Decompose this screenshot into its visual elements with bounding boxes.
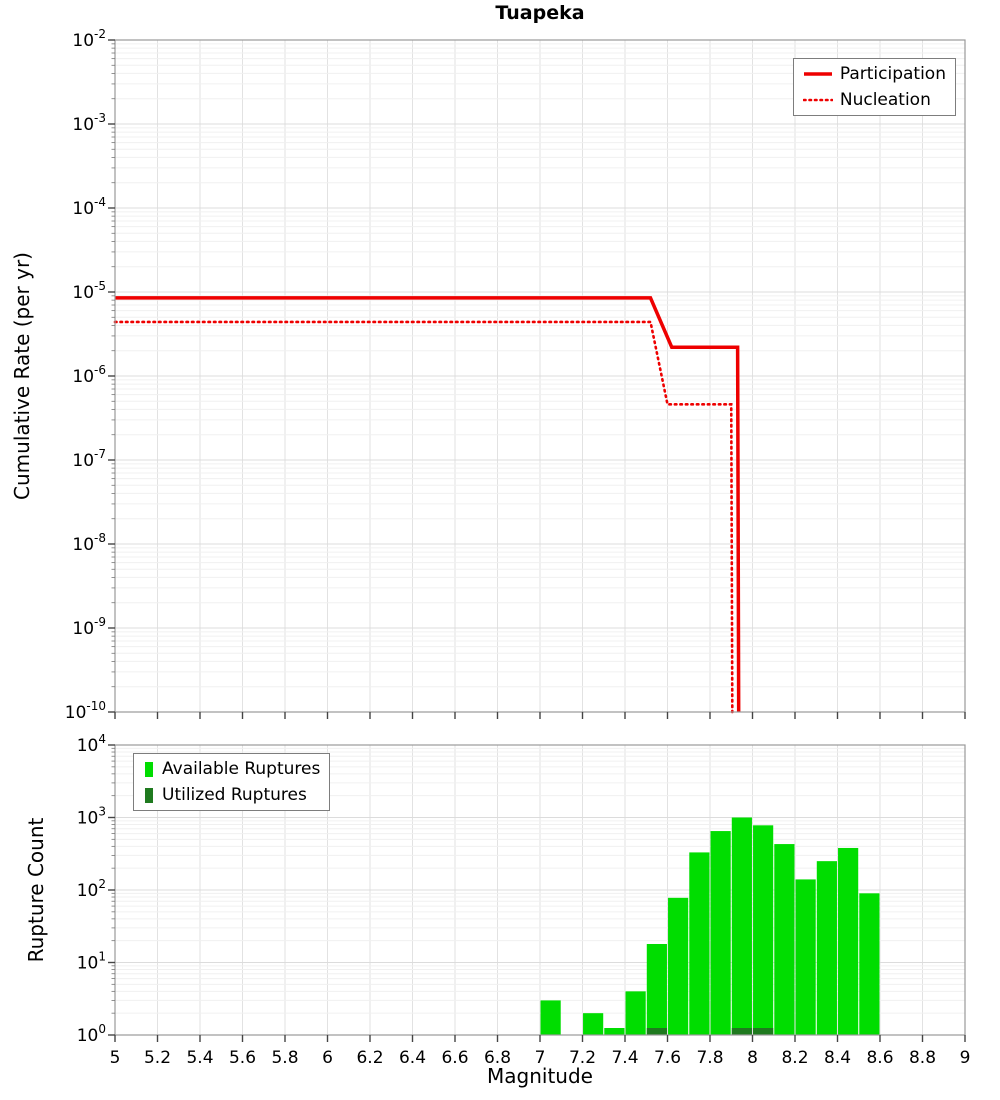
x-axis-title: Magnitude	[487, 1064, 593, 1088]
y-tick-label: 10-2	[72, 27, 106, 51]
legend-item-participation: Participation	[803, 64, 946, 84]
available-ruptures-bar	[838, 847, 859, 1035]
chart-title: Tuapeka	[495, 2, 585, 24]
x-tick-label: 5.6	[229, 1048, 256, 1068]
dotted-line-icon	[802, 98, 833, 102]
legend-label-utilized: Utilized Ruptures	[162, 785, 307, 805]
x-tick-label: 7.4	[611, 1048, 638, 1068]
x-tick-label: 8.8	[909, 1048, 936, 1068]
available-ruptures-bar	[689, 852, 710, 1035]
legend-item-available-ruptures: Available Ruptures	[143, 759, 320, 779]
x-tick-label: 5.8	[271, 1048, 298, 1068]
x-tick-label: 8.2	[781, 1048, 808, 1068]
y-tick-label: 10-8	[72, 531, 106, 555]
available-ruptures-bar	[540, 1000, 561, 1035]
y-tick-label: 10-10	[65, 699, 106, 723]
utilized-ruptures-bar	[646, 1028, 667, 1035]
available-ruptures-swatch-icon	[145, 761, 153, 777]
x-tick-label: 8.4	[824, 1048, 851, 1068]
nucleation-line	[113, 320, 734, 714]
x-tick-label: 7.6	[654, 1048, 681, 1068]
x-tick-label: 7	[535, 1048, 546, 1068]
utilized-ruptures-bar	[753, 1028, 774, 1035]
legend-item-nucleation: Nucleation	[802, 90, 946, 110]
y-tick-label: 10-4	[72, 195, 106, 219]
x-tick-label: 5.4	[186, 1048, 213, 1068]
y-tick-label: 10-9	[72, 615, 106, 639]
y-tick-label: 10-6	[72, 363, 106, 387]
available-ruptures-bar	[816, 861, 837, 1035]
x-tick-label: 5	[110, 1048, 121, 1068]
y-tick-label: 10-7	[72, 447, 106, 471]
available-ruptures-bar	[795, 879, 816, 1035]
y-tick-label: 10-3	[72, 111, 106, 135]
rate-legend: Participation Nucleation	[792, 58, 956, 116]
x-tick-label: 8	[747, 1048, 758, 1068]
x-tick-label: 5.2	[144, 1048, 171, 1068]
y-tick-label: 104	[77, 732, 106, 756]
available-ruptures-bar	[625, 991, 646, 1035]
y-tick-label: 102	[77, 877, 106, 901]
available-ruptures-bar	[753, 825, 774, 1035]
x-tick-label: 9	[960, 1048, 971, 1068]
available-ruptures-bar	[710, 831, 731, 1035]
legend-item-utilized-ruptures: Utilized Ruptures	[143, 785, 320, 805]
available-ruptures-bar	[646, 943, 667, 1035]
solid-line-icon	[803, 72, 832, 76]
available-ruptures-bar	[731, 817, 752, 1035]
participation-line	[115, 296, 741, 713]
y-tick-label: 100	[77, 1022, 106, 1046]
y-tick-label: 103	[77, 805, 106, 829]
x-tick-label: 7.8	[696, 1048, 723, 1068]
x-tick-label: 6.8	[484, 1048, 511, 1068]
utilized-ruptures-bar	[731, 1028, 752, 1035]
available-ruptures-bar	[774, 844, 795, 1035]
legend-label-participation: Participation	[839, 64, 946, 84]
x-tick-label: 7.2	[569, 1048, 596, 1068]
x-tick-label: 6.6	[441, 1048, 468, 1068]
rupture-legend: Available Ruptures Utilized Ruptures	[133, 753, 331, 811]
available-ruptures-bar	[859, 893, 880, 1035]
x-tick-label: 8.6	[866, 1048, 893, 1068]
bottom-y-axis-title: Rupture Count	[24, 817, 48, 963]
available-ruptures-bar	[668, 897, 689, 1035]
x-tick-label: 6	[322, 1048, 333, 1068]
top-y-axis-title: Cumulative Rate (per yr)	[10, 252, 34, 500]
x-tick-label: 6.2	[356, 1048, 383, 1068]
x-tick-label: 6.4	[399, 1048, 426, 1068]
available-ruptures-bar	[604, 1028, 625, 1035]
available-ruptures-bar	[583, 1013, 604, 1035]
legend-label-nucleation: Nucleation	[839, 90, 931, 110]
utilized-ruptures-swatch-icon	[145, 787, 153, 803]
legend-label-available: Available Ruptures	[162, 759, 321, 779]
y-tick-label: 10-5	[72, 279, 106, 303]
y-tick-label: 101	[77, 950, 106, 974]
